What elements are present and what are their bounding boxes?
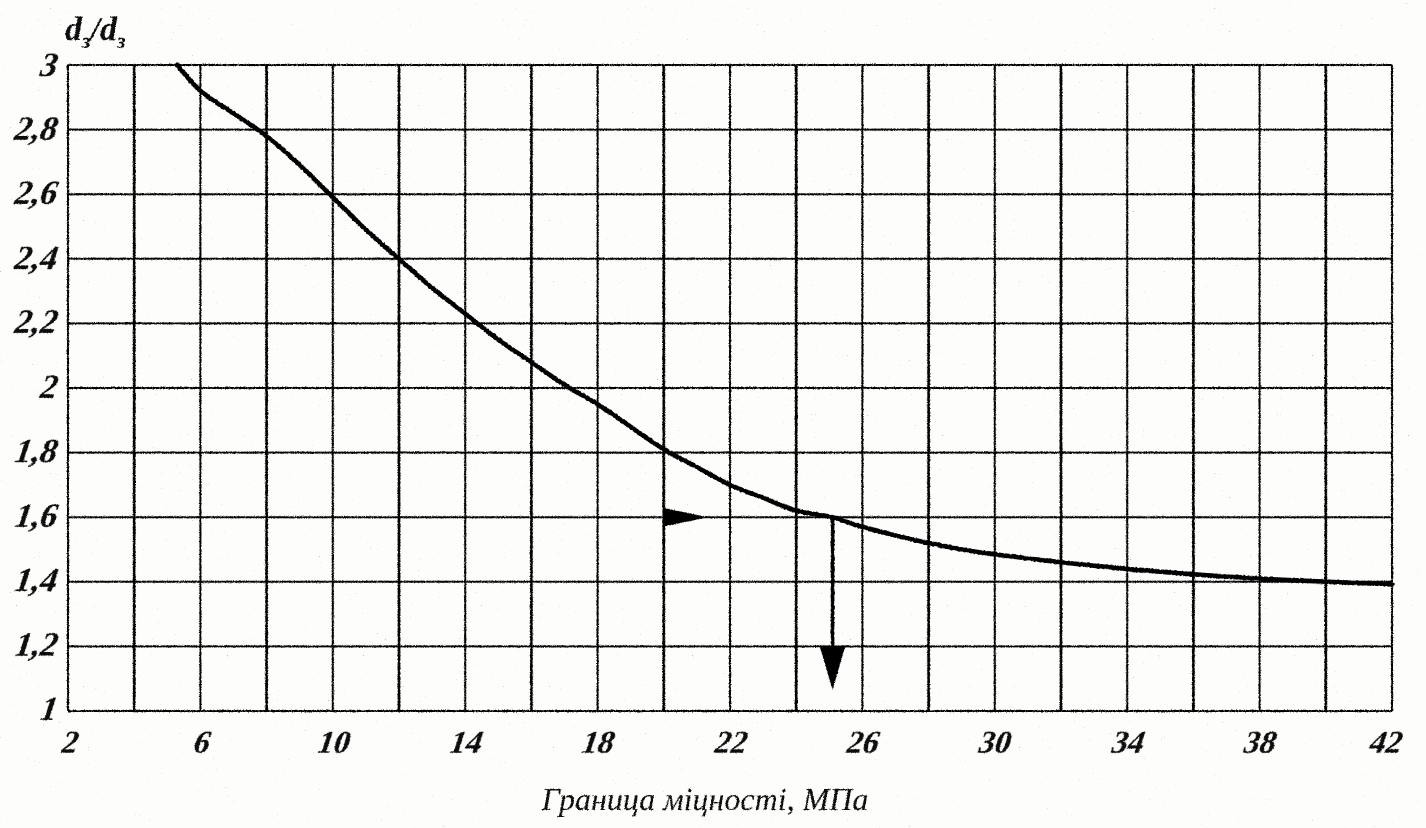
svg-text:dз/dз: dз/dз	[65, 11, 126, 53]
svg-text:Граница міцності, МПа: Граница міцності, МПа	[541, 781, 869, 817]
